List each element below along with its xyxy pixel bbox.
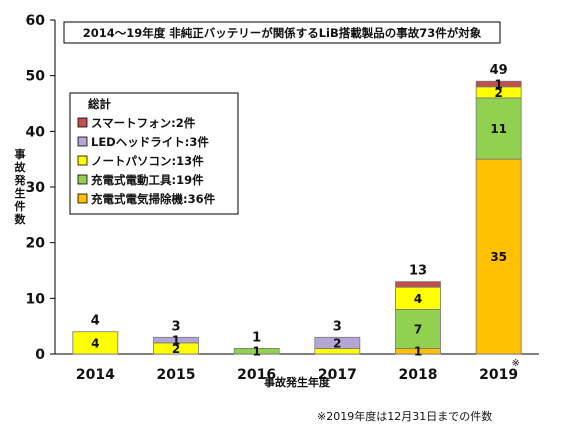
legend-swatch	[77, 136, 88, 147]
legend-swatch	[77, 117, 88, 128]
x-tick-label: 2017	[318, 367, 357, 383]
segment-label: 1	[494, 78, 502, 92]
y-tick-label: 40	[26, 124, 46, 140]
segment-label: 2	[494, 86, 502, 100]
legend-box	[69, 92, 239, 215]
segment-label: 1	[252, 345, 260, 359]
total-label: 3	[333, 319, 342, 334]
y-tick-label: 20	[26, 236, 46, 252]
y-axis-title: 事故発生件数	[14, 147, 27, 226]
x-tick-label: 2015	[157, 367, 196, 383]
legend-items: スマートフォン:2件 LEDヘッドライト:3件ノートパソコン:13件充電式電動工具…	[77, 116, 216, 206]
x-tick-label: 2018	[399, 367, 438, 383]
y-tick-label: 0	[35, 347, 45, 363]
legend-swatch	[77, 174, 88, 185]
legend-swatch	[77, 193, 88, 204]
total-label: 3	[171, 319, 180, 334]
segment-label: 7	[414, 322, 422, 336]
bar-segment	[475, 80, 522, 88]
y-tick-label: 60	[26, 13, 46, 29]
x-tick-label: 2019	[479, 367, 518, 383]
x-axis-title: 事故発生年度	[264, 375, 331, 389]
segment-label: 35	[490, 250, 507, 264]
title-banner-box	[63, 21, 501, 44]
segment-label: 4	[91, 336, 99, 350]
bar-segment	[153, 336, 199, 344]
segment-label: 2	[172, 342, 180, 356]
legend: 総計 スマートフォン:2件 LEDヘッドライト:3件ノートパソコン:13件充電式電…	[69, 92, 239, 215]
legend-title: 総計	[88, 97, 111, 111]
bars	[72, 80, 522, 355]
legend-entry: 充電式電動工具:19件	[91, 173, 204, 187]
bar-segment	[72, 331, 119, 355]
segment-label: 2	[333, 336, 341, 350]
x-tick-note-mark: ※	[511, 358, 519, 369]
total-label: 49	[490, 63, 508, 78]
y-tick-label: 50	[26, 69, 46, 85]
y-tick-label: 30	[26, 180, 46, 196]
legend-entry: 充電式電気掃除機:36件	[91, 192, 216, 206]
y-tick-label: 10	[26, 291, 46, 307]
legend-entry: ノートパソコン:13件	[91, 154, 204, 168]
footnote: ※2019年度は12月31日までの件数	[317, 409, 492, 423]
bar-segment	[475, 97, 522, 160]
x-tick-label: 2014	[76, 367, 115, 383]
bar-segment	[395, 281, 441, 288]
segment-label: 4	[414, 292, 422, 306]
legend-swatch	[77, 155, 88, 166]
bar-segment	[395, 309, 441, 349]
segment-label: 11	[490, 122, 507, 136]
x-ticks: 2014 2015 2016 2017 2018 2019※	[76, 358, 520, 383]
segment-label: 1	[172, 334, 180, 348]
total-label: 13	[409, 264, 427, 279]
segment-label: 1	[414, 345, 422, 359]
legend-entry: LEDヘッドライト:3件	[91, 135, 209, 149]
title-banner: 2014〜19年度 非純正バッテリーが関係するLiB搭載製品の事故73件が対象	[63, 21, 501, 44]
chart-title: 2014〜19年度 非純正バッテリーが関係するLiB搭載製品の事故73件が対象	[83, 26, 482, 40]
bar-segment	[314, 336, 361, 349]
bar-segment	[233, 348, 280, 355]
x-tick-label: 2016	[237, 367, 276, 383]
total-label: 4	[91, 314, 100, 329]
legend-entry: スマートフォン:2件	[91, 116, 196, 130]
bar-segment	[475, 158, 522, 355]
y-ticks: 0 10 20 30 40 50 60	[26, 13, 55, 363]
total-label: 1	[252, 330, 261, 345]
